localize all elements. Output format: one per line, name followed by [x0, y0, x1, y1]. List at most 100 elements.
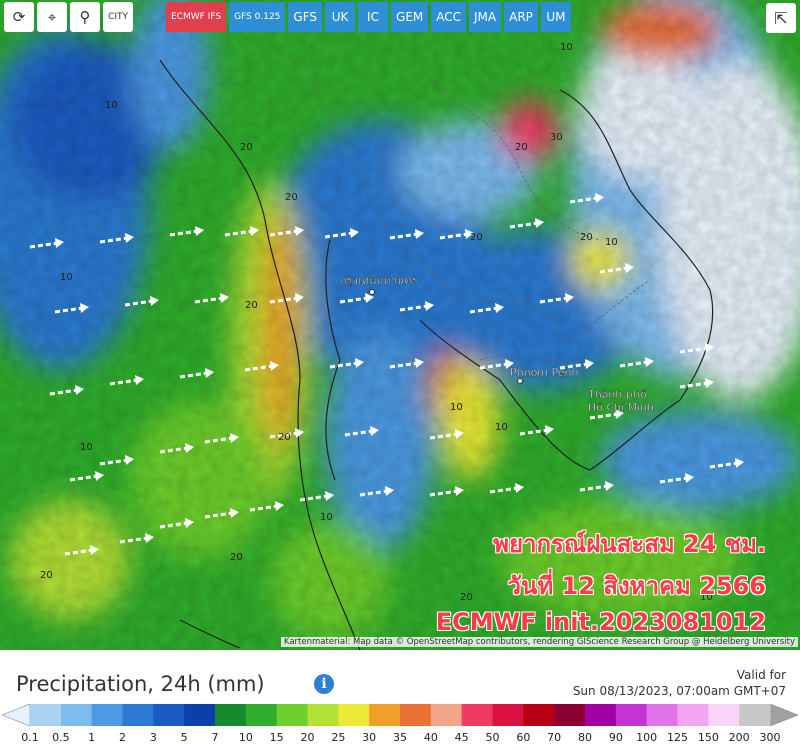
colorbar-swatch: [585, 704, 617, 726]
colorbar-swatch: [215, 704, 247, 726]
model-button[interactable]: GFS 0.125: [229, 2, 286, 32]
wind-arrowhead: [735, 458, 744, 468]
wind-arrow: [324, 231, 354, 239]
wind-arrowhead: [205, 368, 214, 378]
colorbar-swatch: [646, 704, 678, 726]
colorbar: 0.1 0.5 1 2 3 5 7 10 15 20 25 30 35 40 45 50 60 70 80 90 100…: [1, 703, 799, 744]
wind-arrowhead: [220, 293, 229, 303]
attribution: Kartenmaterial: Map data © OpenStreetMap…: [280, 637, 798, 647]
city-toggle[interactable]: CITY: [103, 2, 133, 32]
colorbar-swatch: [677, 704, 709, 726]
colorbar-swatch: [492, 704, 524, 726]
model-button[interactable]: ACC: [431, 2, 467, 32]
valid-time: Sun 08/13/2023, 07:00am GMT+07: [572, 684, 786, 698]
colorbar-swatch: [184, 704, 216, 726]
wind-arrow: [439, 232, 469, 240]
contour-label: 10: [80, 442, 93, 453]
colorbar-tick-label: 90: [609, 731, 623, 744]
model-button[interactable]: JMA: [469, 2, 502, 32]
wind-arrow: [479, 362, 509, 370]
city-label: Phnom Penh: [510, 366, 578, 379]
contour-label: 20: [285, 192, 298, 203]
wind-arrow: [124, 299, 154, 307]
colorbar-tick-label: 125: [667, 731, 688, 744]
wind-arrowhead: [270, 361, 279, 371]
valid-label: Valid for: [736, 668, 786, 682]
wind-arrow: [29, 241, 59, 249]
city-label: Thành phố: [587, 388, 647, 401]
contour-label: 10: [60, 272, 73, 283]
wind-arrow: [99, 236, 129, 244]
city-label: กรุงเทพมหานคร: [340, 274, 418, 287]
wind-arrowhead: [370, 426, 379, 436]
reload-button[interactable]: ⟳: [4, 2, 34, 32]
contour-label: 30: [550, 132, 563, 143]
contour-label: 20: [460, 592, 473, 603]
model-button[interactable]: UK: [325, 2, 356, 32]
wind-arrow: [489, 486, 519, 494]
colorbar-tick-label: 25: [331, 731, 345, 744]
model-button[interactable]: ECMWF IFS: [166, 2, 227, 32]
wind-arrowhead: [455, 486, 464, 496]
wind-arrow: [579, 484, 609, 492]
toolbar: ⟳ ⌖ ⚲ CITY ECMWF IFS GFS 0.125 GFS UK IC GEM A…: [0, 0, 800, 34]
wind-arrowhead: [615, 409, 624, 419]
wind-arrow: [509, 221, 539, 229]
wind-arrowhead: [495, 303, 504, 313]
wind-arrow: [159, 521, 189, 529]
wind-arrow: [99, 458, 129, 466]
wind-arrowhead: [295, 226, 304, 236]
contour-label: 20: [515, 142, 528, 153]
contour-label: 10: [495, 422, 508, 433]
wind-arrow: [169, 229, 199, 237]
contour-label: 10: [700, 592, 713, 603]
city-dot: [517, 378, 523, 384]
info-button[interactable]: i: [314, 674, 334, 694]
colorbar-tick-label: 7: [212, 731, 219, 744]
colorbar-swatch: [122, 704, 154, 726]
colorbar-tick-label: 5: [181, 731, 188, 744]
colorbar-under: [1, 703, 31, 727]
wind-arrow: [64, 548, 94, 556]
wind-arrow: [539, 296, 569, 304]
wind-arrow: [54, 306, 84, 314]
wind-arrow: [429, 489, 459, 497]
wind-arrowhead: [625, 263, 634, 273]
wind-arrowhead: [135, 375, 144, 385]
colorbar-tick-label: 35: [393, 731, 407, 744]
wind-arrowhead: [350, 228, 359, 238]
colorbar-swatch: [153, 704, 185, 726]
location-button[interactable]: ⌖: [37, 2, 67, 32]
wind-arrow: [269, 229, 299, 237]
wind-arrowhead: [465, 229, 474, 239]
contour-label: 20: [230, 552, 243, 563]
model-button[interactable]: UM: [540, 2, 571, 32]
colorbar-swatch: [739, 704, 771, 726]
wind-arrow: [709, 461, 739, 469]
map: 10 20 10 20 20 10 20 10 20 20 10 30 20 10 20 10 10 20 10 20…: [0, 0, 800, 650]
zoom-button[interactable]: ⚲: [70, 2, 100, 32]
wind-arrowhead: [185, 443, 194, 453]
legend-title: Precipitation, 24h (mm): [16, 672, 265, 696]
model-button[interactable]: GFS: [288, 2, 323, 32]
model-button[interactable]: IC: [358, 2, 389, 32]
wind-arrowhead: [415, 229, 424, 239]
colorbar-tick-label: 200: [729, 731, 750, 744]
wind-arrow: [359, 489, 389, 497]
contour-label: 20: [580, 232, 593, 243]
colorbar-tick-label: 50: [486, 731, 500, 744]
share-button[interactable]: ⇱: [766, 3, 796, 33]
colorbar-tick-label: 70: [547, 731, 561, 744]
colorbar-tick-label: 0.1: [21, 731, 39, 744]
model-button[interactable]: ARP: [504, 2, 538, 32]
wind-arrowhead: [90, 545, 99, 555]
contour-label: 20: [278, 432, 291, 443]
colorbar-swatch: [461, 704, 493, 726]
wind-arrowhead: [75, 385, 84, 395]
model-button[interactable]: GEM: [391, 2, 429, 32]
wind-arrow: [179, 371, 209, 379]
wind-arrow: [249, 504, 279, 512]
wind-arrow: [429, 432, 459, 440]
wind-arrowhead: [145, 533, 154, 543]
